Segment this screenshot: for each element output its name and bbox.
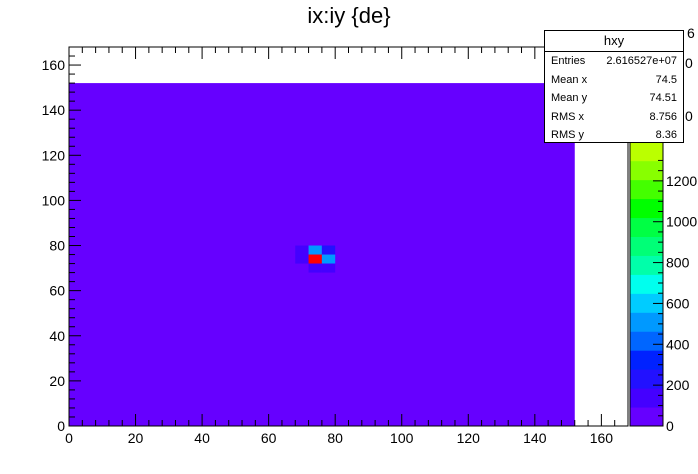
colorbar-bin [630,388,663,408]
colorbar-multiplier: 6 [687,25,695,41]
heatmap-cell-7 [321,263,336,273]
y-tick-label: 140 [42,102,66,118]
x-tick-label: 60 [261,430,277,446]
stats-label: Entries [551,55,586,67]
colorbar-bin [630,312,663,332]
colorbar-bin [630,293,663,313]
stats-row-entries: Entries 2.616527e+07 [545,52,683,71]
colorbar-bin [630,236,663,256]
stats-value: 8.36 [655,129,677,141]
x-tick-label: 140 [523,430,547,446]
stats-value: 74.51 [649,92,677,104]
y-tick-label: 160 [42,57,66,73]
stats-label: RMS x [551,110,584,123]
x-tick-label: 40 [194,430,210,446]
colorbar-bin [630,369,663,389]
stats-value: 74.5 [655,73,677,86]
plot-area [69,83,575,426]
x-tick-label: 20 [128,430,144,446]
colorbar-tick-label: 600 [666,295,690,311]
colorbar-bin [630,407,663,427]
x-tick-label: 120 [457,430,481,446]
stats-label: Mean y [551,92,588,104]
stats-value: 8.756 [649,110,677,123]
y-tick-label: 0 [57,418,65,434]
stats-label: Mean x [551,73,588,86]
axes: 0 20 40 60 80 100 120 140 160 0 20 40 60 80 100 120 140 1… [42,46,629,446]
colorbar-bin [630,255,663,275]
stats-value: 2.616527e+07 [606,55,677,67]
heatmap-cell-2 [308,245,322,255]
x-tick-label: 160 [590,430,614,446]
colorbar-tick-label: 1200 [666,173,697,189]
heatmap-cell-4 [308,254,322,264]
colorbar-bin [630,141,663,162]
colorbar-bin [630,274,663,294]
stats-label: RMS y [551,129,584,141]
colorbar-tick-label: 0 [666,418,674,434]
heatmap-cell-6 [308,263,322,273]
colorbar-tick-label: 400 [666,336,690,352]
stats-box-title: hxy [545,31,683,52]
y-tick-label: 20 [49,373,65,389]
colorbar-tick-label: 200 [666,377,690,393]
colorbar-tick-label: 1000 [666,214,697,230]
y-tick-label: 60 [49,283,65,299]
colorbar-bin [630,331,663,351]
colorbar-partial-label: 0 [685,108,693,124]
stats-row-rms-y: RMS y 8.36 [545,126,683,145]
colorbar-partial-label: 0 [685,55,693,71]
heatmap-cell-1 [295,245,309,255]
colorbar-tick-label: 800 [666,255,690,271]
colorbar-bin [630,198,663,219]
heatmap-cell-5 [321,254,336,264]
stats-row-mean-x: Mean x 74.5 [545,71,683,90]
colorbar-bin [630,217,663,237]
stats-box: hxy Entries 2.616527e+07 Mean x 74.5 Mea… [544,30,684,143]
x-tick-label: 0 [65,430,73,446]
colorbar-bin [630,179,663,200]
heatmap-cell-0 [295,254,309,264]
x-tick-label: 80 [327,430,343,446]
stats-row-mean-y: Mean y 74.51 [545,89,683,108]
heatmap-cell-3 [321,245,336,255]
y-tick-label: 120 [42,147,66,163]
y-tick-label: 80 [49,238,65,254]
colorbar-bin [630,350,663,370]
y-tick-label: 40 [49,328,65,344]
y-tick-label: 100 [42,192,66,208]
colorbar-bin [630,160,663,181]
stats-row-rms-x: RMS x 8.756 [545,108,683,127]
x-tick-label: 100 [390,430,414,446]
chart-title: ix:iy {de} [307,3,391,28]
